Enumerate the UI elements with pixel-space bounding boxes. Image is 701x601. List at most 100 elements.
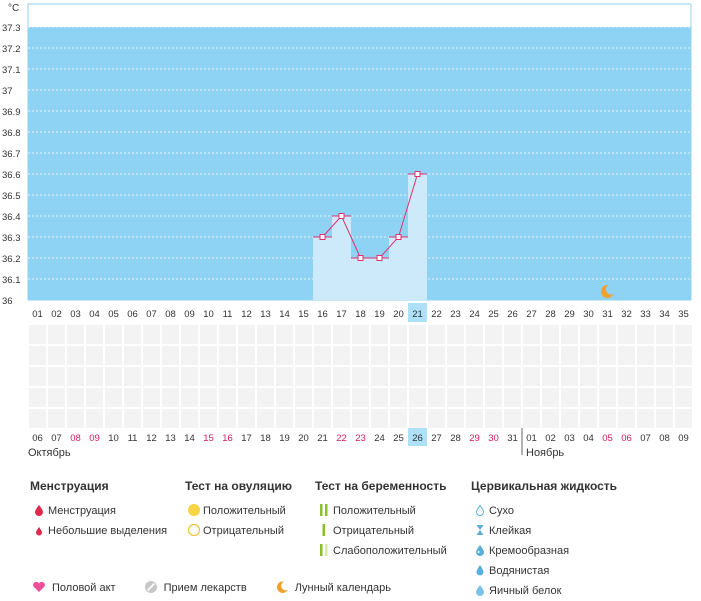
symptom-cell	[162, 346, 179, 365]
symptom-cell	[314, 367, 331, 386]
symptom-cell	[295, 388, 312, 407]
cycle-day-label: 27	[526, 309, 537, 320]
symptom-cell	[352, 325, 369, 344]
cycle-day-label: 33	[640, 309, 651, 320]
y-tick-label: 36.5	[2, 191, 21, 202]
temperature-column	[370, 258, 389, 300]
filled-circle-icon	[185, 503, 203, 520]
cycle-day-label: 16	[317, 309, 328, 320]
calendar-date-label: 08	[659, 433, 670, 444]
cycle-day-label: 30	[583, 309, 594, 320]
hourglass-icon	[471, 524, 489, 539]
month-label-october: Октябрь	[28, 447, 71, 459]
symptom-cell	[390, 388, 407, 407]
cycle-day-label: 07	[146, 309, 157, 320]
symptom-cell	[143, 409, 160, 428]
symptom-cell	[67, 409, 84, 428]
empty-circle-icon	[185, 523, 203, 540]
symptom-cell	[143, 325, 160, 344]
cycle-day-label: 06	[127, 309, 138, 320]
y-unit-label: °C	[8, 3, 19, 14]
symptom-cell	[352, 409, 369, 428]
symptom-cell	[580, 388, 597, 407]
symptom-cell	[447, 346, 464, 365]
symptom-cell	[675, 325, 692, 344]
cycle-day-label: 13	[260, 309, 271, 320]
symptom-cell	[333, 388, 350, 407]
symptom-cell	[86, 325, 103, 344]
symptom-cell	[276, 346, 293, 365]
legend-ovulation-title: Тест на овуляцию	[185, 479, 292, 493]
egg-white-drop-icon	[471, 584, 489, 599]
cycle-day-label: 09	[184, 309, 195, 320]
legend-item-cervical-eggwhite: Яичный белок	[471, 581, 617, 601]
symptom-cell	[523, 325, 540, 344]
symptom-cell	[200, 367, 217, 386]
symptom-cell	[371, 325, 388, 344]
cycle-day-label: 22	[431, 309, 442, 320]
symptom-cell	[390, 409, 407, 428]
symptom-cell	[523, 346, 540, 365]
calendar-date-label: 10	[108, 433, 119, 444]
y-tick-label: 36.1	[2, 275, 21, 286]
legend-cervical: Цервикальная жидкость Сухо Клейкая Кремо…	[471, 479, 617, 601]
symptom-cell	[219, 388, 236, 407]
symptom-cell	[181, 325, 198, 344]
symptom-cell	[333, 325, 350, 344]
cycle-day-label: 23	[450, 309, 461, 320]
cycle-day-label: 29	[564, 309, 575, 320]
symptom-cell	[238, 367, 255, 386]
symptom-cell	[295, 367, 312, 386]
temperature-column	[332, 216, 351, 300]
symptom-cell	[466, 325, 483, 344]
two-lines-icon	[315, 503, 333, 520]
symptom-cell	[656, 325, 673, 344]
symptom-cell	[314, 346, 331, 365]
cycle-day-highlight	[408, 303, 427, 322]
symptom-cell	[656, 367, 673, 386]
symptom-cell	[219, 367, 236, 386]
y-tick-label: 36.2	[2, 254, 21, 265]
symptom-cell	[67, 388, 84, 407]
legend-pregnancy: Тест на беременность Положительный Отриц…	[315, 479, 447, 561]
symptom-cell	[466, 388, 483, 407]
symptom-cell	[105, 409, 122, 428]
symptom-cell	[257, 409, 274, 428]
symptom-cell	[333, 346, 350, 365]
legend-item-cervical-dry: Сухо	[471, 501, 617, 521]
symptom-cell	[333, 367, 350, 386]
symptom-cell	[504, 367, 521, 386]
symptom-cell	[656, 409, 673, 428]
symptom-cell	[447, 409, 464, 428]
symptom-cell	[599, 367, 616, 386]
symptom-cell	[504, 409, 521, 428]
cycle-day-label: 02	[51, 309, 62, 320]
symptom-cell	[485, 325, 502, 344]
heart-icon	[30, 581, 48, 596]
symptom-cell	[276, 325, 293, 344]
temperature-point	[319, 234, 326, 240]
month-label-november: Ноябрь	[526, 447, 565, 459]
calendar-date-label: 14	[184, 433, 195, 444]
legend-item-pregnancy-positive: Положительный	[315, 501, 447, 521]
symptom-cell	[618, 367, 635, 386]
legend-item-cervical-watery: Водянистая	[471, 561, 617, 581]
legend-menstruation: Менструация Менструация Небольшие выделе…	[30, 479, 167, 541]
legend-pregnancy-title: Тест на беременность	[315, 479, 447, 493]
symptom-cell	[637, 346, 654, 365]
legend-bottom: Половой акт Прием лекарств Лунный календ…	[30, 578, 391, 598]
symptom-cell	[580, 367, 597, 386]
temperature-point	[338, 213, 345, 219]
symptom-cell	[637, 388, 654, 407]
symptom-cell	[29, 388, 46, 407]
symptom-cell	[352, 388, 369, 407]
symptom-cell	[238, 388, 255, 407]
symptom-cell	[561, 367, 578, 386]
symptom-cell	[390, 325, 407, 344]
symptom-cell	[295, 325, 312, 344]
cycle-day-label: 10	[203, 309, 214, 320]
symptom-cell	[447, 388, 464, 407]
temperature-point	[414, 171, 421, 177]
symptom-cell	[200, 346, 217, 365]
symptom-cell	[428, 367, 445, 386]
